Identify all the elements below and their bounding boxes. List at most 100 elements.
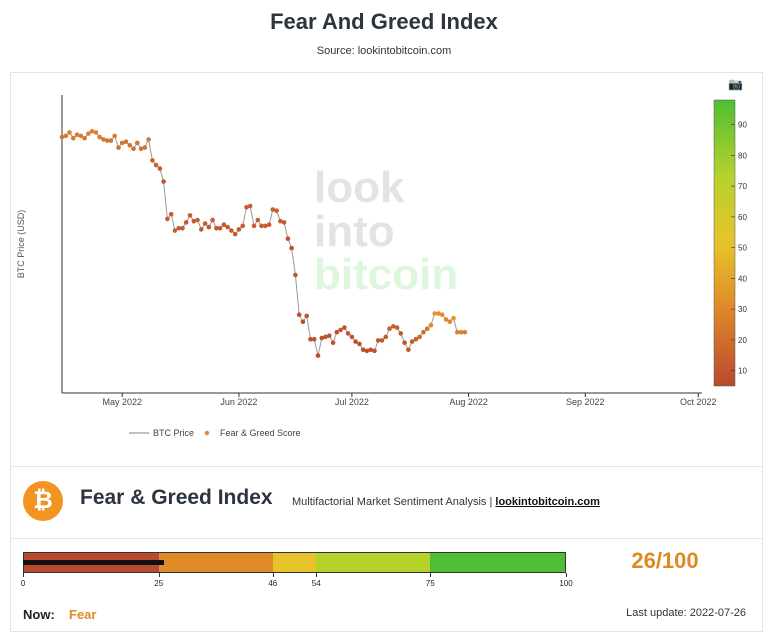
score-point bbox=[123, 139, 129, 144]
last-update: Last update: 2022-07-26 bbox=[626, 607, 746, 619]
score-point bbox=[421, 329, 426, 335]
score-point bbox=[74, 132, 80, 137]
score-point bbox=[150, 158, 155, 163]
score-point bbox=[157, 166, 163, 171]
legend-fear-greed: Fear & Greed Score bbox=[220, 428, 301, 438]
score-point bbox=[387, 326, 392, 332]
score-point bbox=[391, 324, 396, 329]
gauge-tick-label: 46 bbox=[268, 579, 278, 588]
divider bbox=[10, 538, 762, 539]
score-point bbox=[330, 340, 336, 346]
score-point bbox=[183, 220, 189, 225]
score-point bbox=[323, 334, 328, 340]
score-point bbox=[251, 223, 257, 229]
camera-icon[interactable]: 📷 bbox=[728, 77, 743, 91]
sentiment-gauge bbox=[23, 552, 566, 573]
gauge-tick-label: 75 bbox=[425, 579, 435, 588]
gauge-segment bbox=[429, 553, 565, 572]
score-point bbox=[458, 329, 464, 335]
gauge-tick-mark bbox=[23, 573, 24, 577]
gauge-tick-label: 54 bbox=[311, 579, 321, 588]
score-point bbox=[138, 146, 144, 152]
score-point bbox=[360, 347, 366, 353]
score-point bbox=[195, 217, 200, 223]
score-point bbox=[108, 138, 114, 143]
page-title: Fear And Greed Index bbox=[270, 9, 498, 34]
bitcoin-icon: ₿ bbox=[23, 481, 63, 521]
score-point bbox=[101, 137, 106, 142]
score-point bbox=[119, 140, 125, 146]
score-point bbox=[71, 135, 76, 141]
score-point bbox=[278, 218, 283, 224]
score-point bbox=[135, 140, 140, 146]
score-point bbox=[67, 130, 72, 135]
watermark: look into bitcoin bbox=[314, 163, 458, 299]
score-point bbox=[413, 336, 419, 342]
gauge-tick-label: 100 bbox=[559, 579, 573, 588]
legend-btc-price: BTC Price bbox=[153, 428, 194, 438]
score-point bbox=[229, 228, 234, 233]
gauge-segment bbox=[316, 553, 430, 572]
score-point bbox=[199, 227, 204, 232]
score-point bbox=[379, 338, 385, 343]
score-point bbox=[255, 217, 261, 223]
score-point bbox=[439, 312, 445, 318]
gauge-tick-label: 25 bbox=[154, 579, 164, 588]
x-tick-label: Aug 2022 bbox=[449, 397, 488, 407]
score-point bbox=[82, 135, 87, 141]
source-link[interactable]: lookintobitcoin.com bbox=[495, 496, 600, 508]
watermark-look: look bbox=[314, 163, 405, 212]
page-source: Source: lookintobitcoin.com bbox=[316, 45, 452, 57]
score-point bbox=[443, 317, 449, 322]
score-point bbox=[394, 325, 400, 330]
score-points bbox=[59, 128, 468, 358]
score-point bbox=[161, 179, 166, 184]
score-point bbox=[304, 313, 310, 319]
legend-dot-swatch bbox=[204, 430, 210, 436]
score-point bbox=[172, 228, 178, 233]
score-point bbox=[131, 146, 136, 152]
score-point bbox=[372, 348, 377, 354]
score-point bbox=[263, 223, 268, 229]
score-point bbox=[285, 236, 291, 241]
score-point bbox=[296, 312, 302, 318]
colorbar bbox=[713, 99, 736, 387]
colorbar-tick-label: 90 bbox=[738, 121, 747, 130]
gauge-tick-mark bbox=[430, 573, 432, 577]
score-point bbox=[349, 334, 355, 340]
score-point bbox=[127, 143, 133, 148]
score-point bbox=[406, 347, 411, 353]
score-point bbox=[293, 272, 298, 278]
score-point bbox=[225, 224, 230, 230]
legend: BTC Price Fear & Greed Score bbox=[129, 428, 301, 438]
colorbar-tick-label: 80 bbox=[738, 151, 747, 160]
score-point bbox=[368, 347, 374, 353]
watermark-into: into bbox=[314, 207, 395, 256]
x-tick-label: Sep 2022 bbox=[566, 397, 605, 407]
score-point bbox=[327, 333, 332, 339]
gauge-tick-mark bbox=[316, 573, 318, 577]
score-point bbox=[63, 133, 69, 139]
score-point bbox=[191, 218, 197, 224]
score-point bbox=[353, 339, 358, 344]
score-point bbox=[232, 231, 238, 237]
x-tick-label: May 2022 bbox=[102, 397, 142, 407]
divider bbox=[10, 466, 762, 467]
score-point bbox=[146, 137, 151, 142]
score-point bbox=[383, 334, 389, 340]
score-point bbox=[315, 353, 321, 358]
fear-greed-chart: look into bitcoin BTC Price (USD) May 20… bbox=[16, 95, 747, 438]
score-point bbox=[142, 145, 148, 150]
brand-description: Multifactorial Market Sentiment Analysis… bbox=[292, 496, 600, 508]
score-point bbox=[97, 134, 102, 140]
score-point bbox=[311, 336, 317, 342]
score-point bbox=[432, 311, 438, 316]
score-point bbox=[364, 348, 370, 354]
score-point bbox=[289, 245, 294, 251]
score-point bbox=[240, 223, 245, 229]
score-point bbox=[78, 133, 84, 139]
score-point bbox=[266, 222, 272, 227]
score-point bbox=[417, 334, 422, 340]
score-point bbox=[424, 326, 430, 332]
gauge-tick-mark bbox=[272, 573, 274, 577]
